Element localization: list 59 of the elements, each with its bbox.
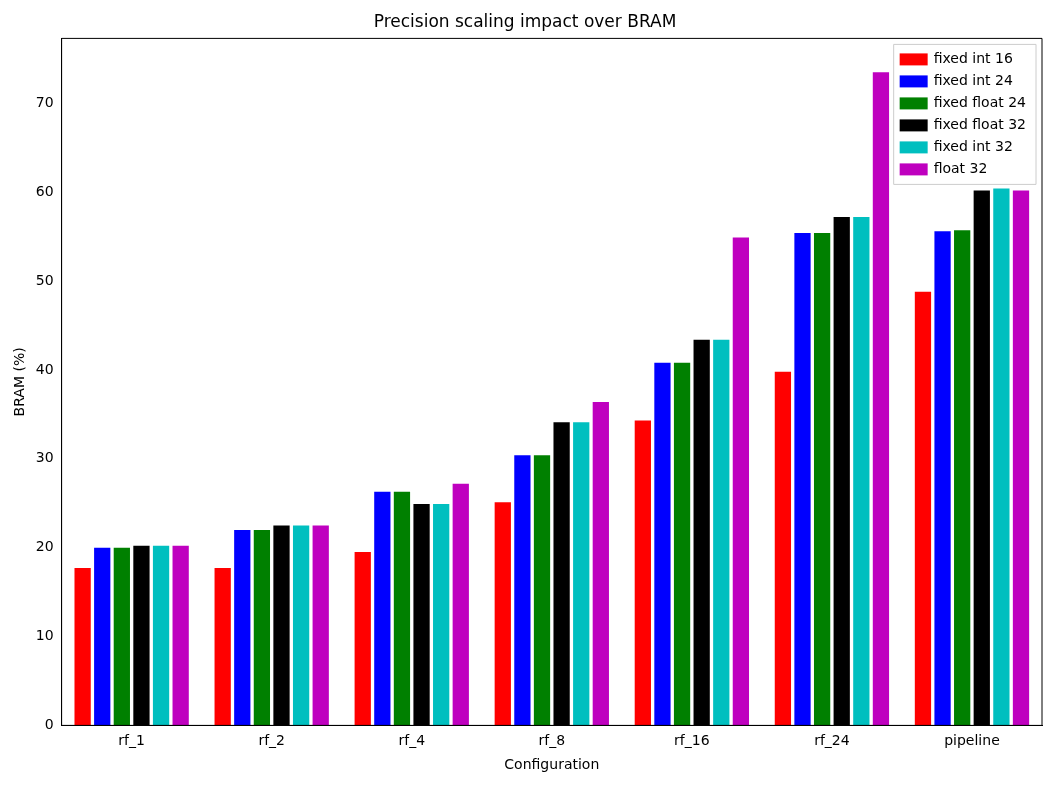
x-axis-title: Configuration: [504, 756, 600, 773]
bar: [312, 525, 329, 726]
bar: [993, 188, 1010, 726]
bar: [74, 568, 91, 726]
chart-title: Precision scaling impact over BRAM: [373, 10, 677, 31]
bar: [354, 552, 371, 726]
legend-label: fixed float 32: [933, 116, 1026, 133]
bar: [253, 529, 271, 726]
legend-label: fixed int 16: [933, 50, 1013, 67]
bar: [592, 401, 609, 726]
legend-label: fixed int 32: [933, 138, 1013, 155]
bar: [872, 72, 890, 726]
bar: [533, 455, 551, 726]
bar: [634, 420, 651, 726]
bar: [433, 504, 450, 726]
bar: [234, 529, 251, 726]
bar: [954, 230, 971, 726]
bar: [152, 545, 170, 726]
y-tick-label: 50: [35, 271, 54, 288]
y-tick-label: 70: [35, 93, 54, 110]
y-tick-label: 60: [35, 182, 54, 199]
x-tick-label: pipeline: [944, 732, 1000, 749]
bar: [172, 545, 189, 726]
bar: [794, 233, 811, 726]
x-tick-label: rf_16: [674, 732, 710, 749]
bar: [214, 568, 231, 726]
bar: [914, 291, 932, 726]
bar: [514, 455, 531, 726]
y-tick-label: 10: [35, 627, 54, 644]
bar: [494, 502, 511, 726]
y-tick-label: 20: [35, 538, 54, 555]
bar: [713, 339, 730, 726]
bar: [673, 362, 691, 726]
bar: [1012, 190, 1030, 726]
bar: [853, 217, 870, 726]
x-tick-label: rf_4: [398, 732, 426, 749]
x-tick-label: rf_24: [814, 732, 850, 749]
legend-label: fixed int 24: [933, 72, 1013, 89]
bar: [374, 491, 391, 726]
x-tick-label: rf_2: [258, 732, 285, 749]
legend-label: fixed float 24: [933, 94, 1027, 111]
bar: [113, 547, 130, 726]
x-tick-label: rf_1: [118, 732, 145, 749]
legend-label: float 32: [933, 160, 988, 177]
bar: [654, 362, 671, 726]
bar: [393, 491, 411, 726]
bar: [774, 371, 792, 726]
bar: [813, 233, 831, 726]
bar: [732, 237, 750, 726]
bar: [292, 525, 310, 726]
bar: [452, 483, 469, 726]
bar: [573, 422, 590, 726]
y-tick-label: 30: [35, 449, 54, 466]
y-tick-label: 0: [44, 716, 54, 733]
y-axis-title: BRAM (%): [11, 347, 28, 417]
bar: [934, 231, 951, 726]
bar: [94, 547, 111, 726]
y-tick-label: 40: [35, 360, 54, 377]
x-tick-label: rf_8: [538, 732, 566, 749]
